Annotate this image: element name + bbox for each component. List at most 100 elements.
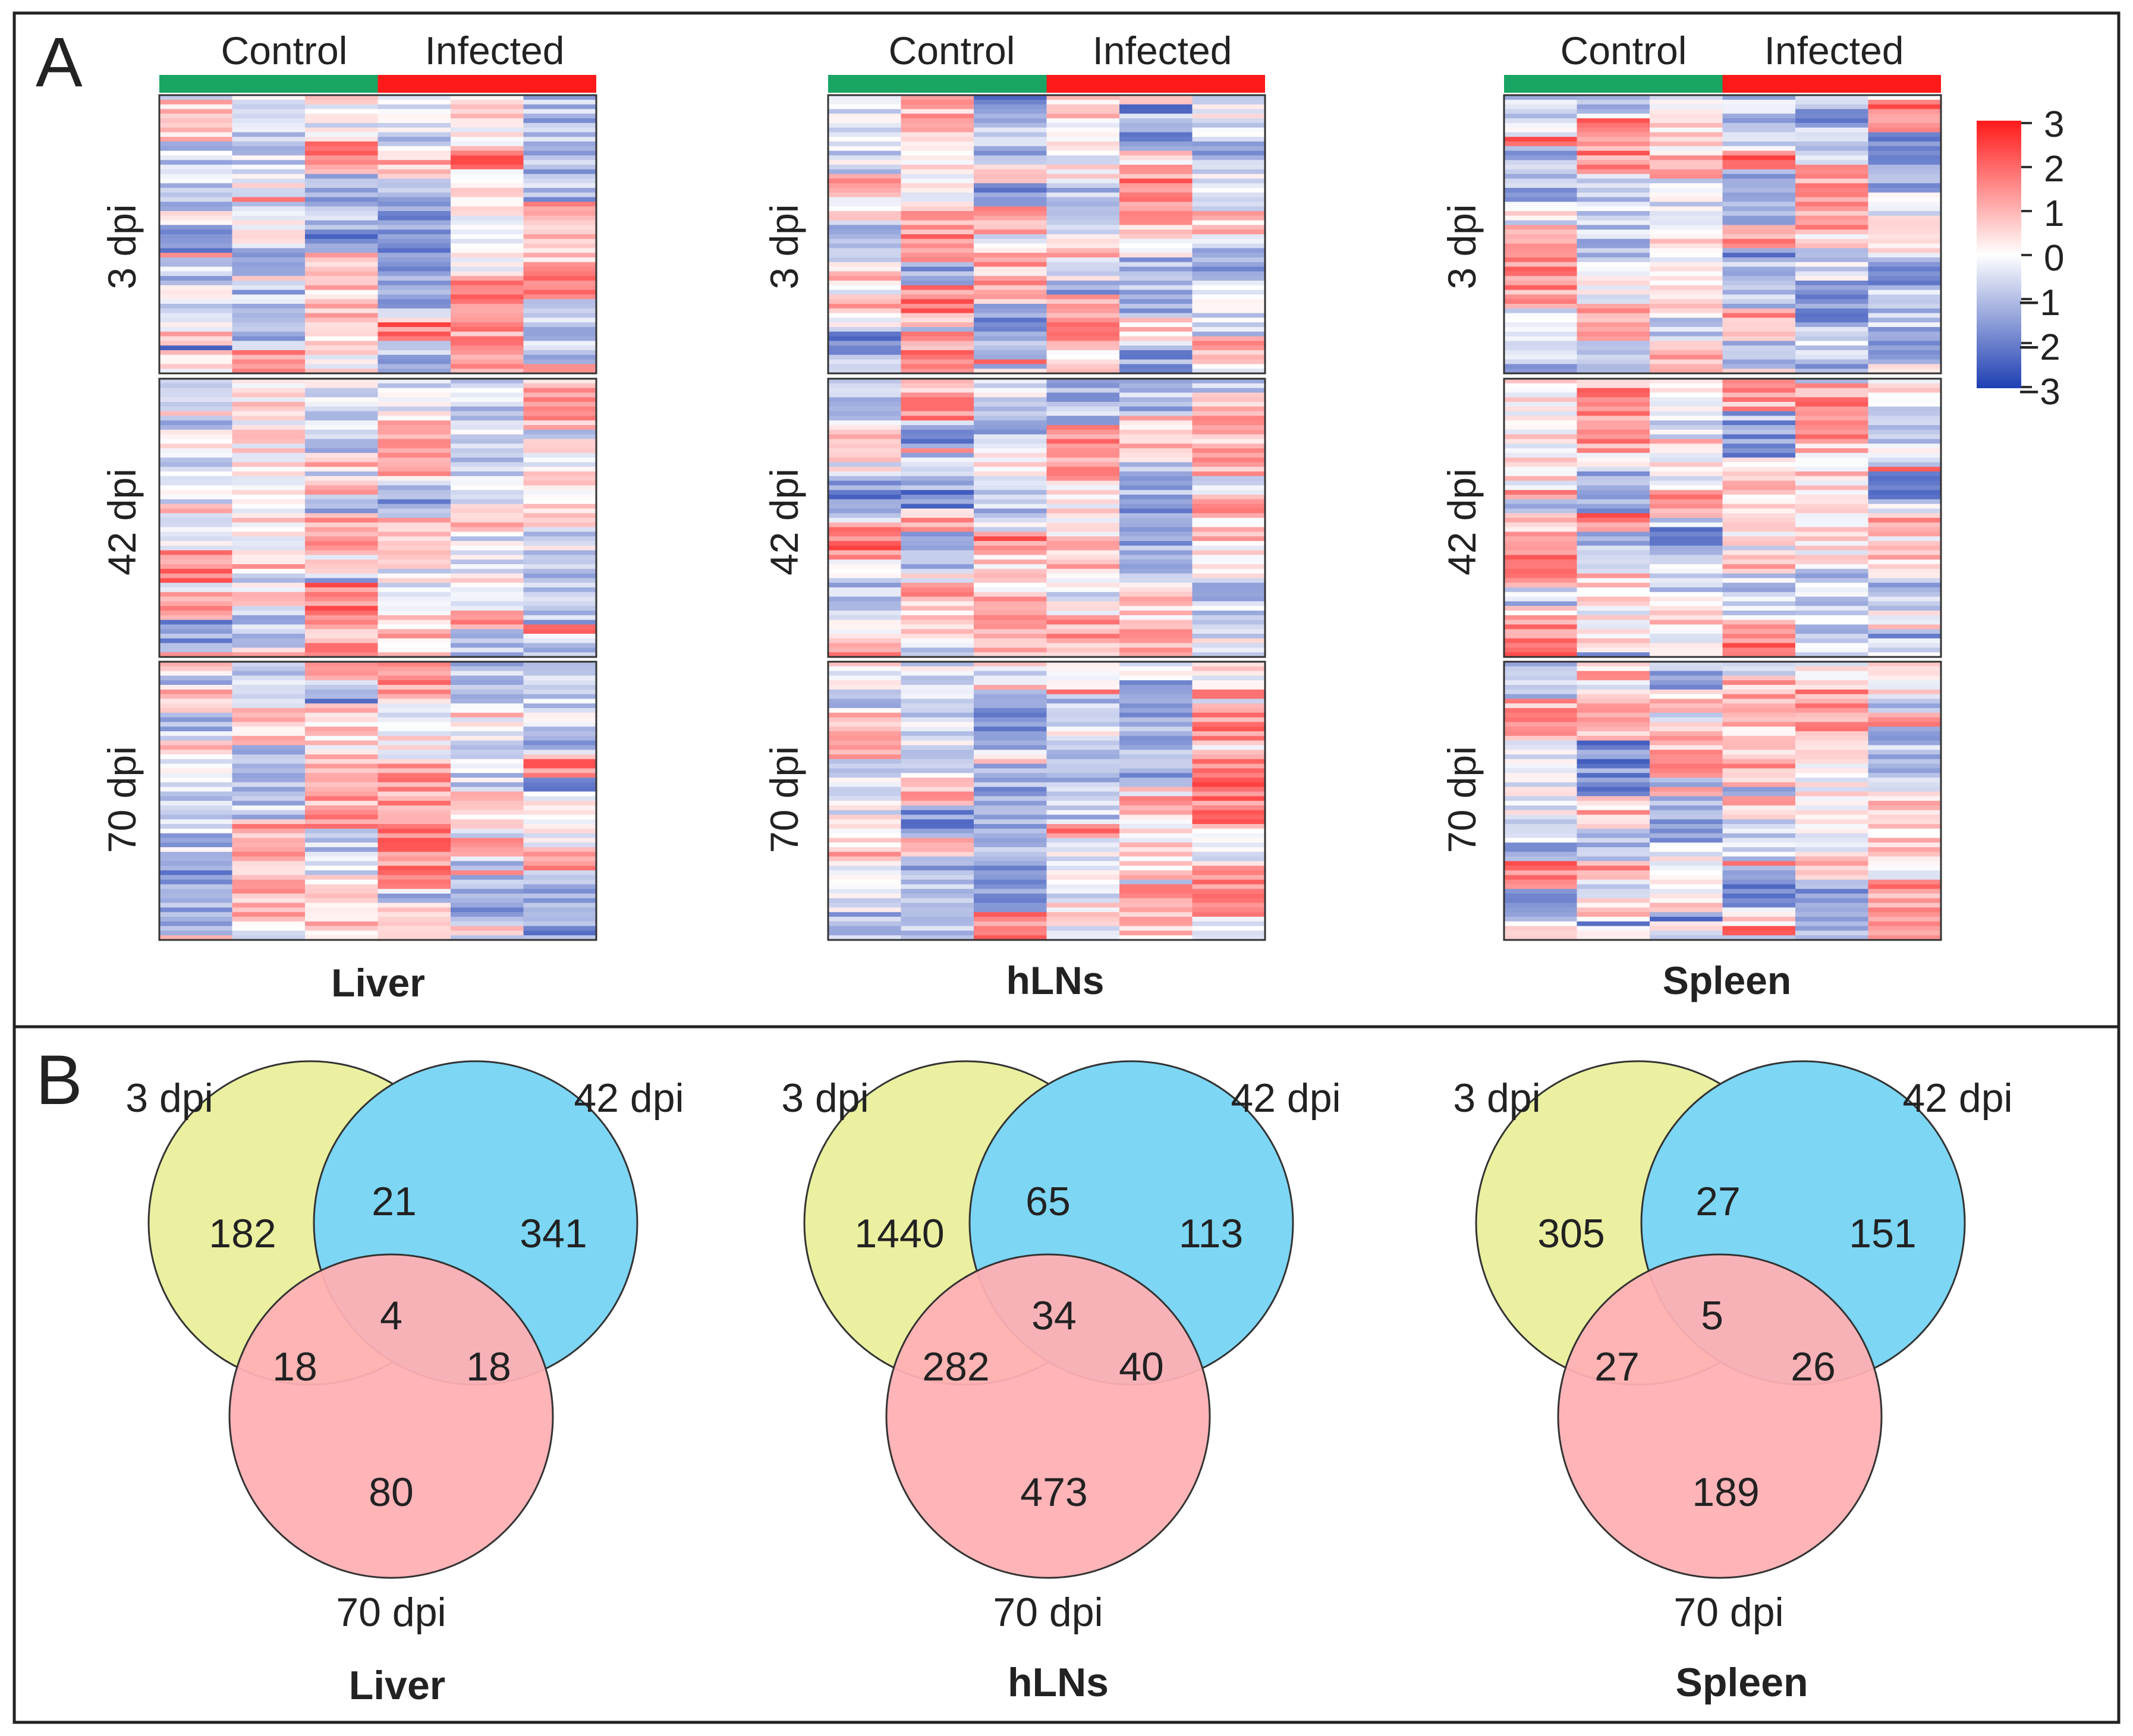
heatmap-cell <box>451 354 524 360</box>
heatmap-cell <box>305 787 379 792</box>
heatmap-cell <box>1119 712 1193 718</box>
heatmap-cell <box>974 350 1047 356</box>
heatmap-cell <box>1119 379 1193 384</box>
heatmap-cell <box>974 930 1047 936</box>
heatmap-cell <box>828 606 902 611</box>
heatmap-cell <box>523 731 597 737</box>
heatmap-cell <box>1577 712 1650 718</box>
heatmap-cell <box>1650 266 1723 272</box>
heatmap-cell <box>232 763 306 769</box>
heatmap-cell <box>523 810 597 815</box>
heatmap-cell <box>974 828 1047 834</box>
heatmap-cell <box>377 114 451 119</box>
heatmap-cell <box>1577 253 1650 258</box>
heatmap-cell <box>523 197 597 202</box>
heatmap-cell <box>1046 406 1120 412</box>
heatmap-cell <box>1119 434 1193 439</box>
heatmap-cell <box>974 568 1047 574</box>
heatmap-cell <box>1119 583 1193 588</box>
heatmap-cell <box>901 174 974 179</box>
heatmap-block <box>158 94 597 375</box>
heatmap-cell <box>377 476 451 482</box>
heatmap-cell <box>451 680 524 685</box>
heatmap-cell <box>305 411 379 416</box>
heatmap-cell <box>1722 141 1796 147</box>
heatmap-cell <box>451 578 524 583</box>
heatmap-cell <box>523 787 597 792</box>
heatmap-cell <box>1046 174 1120 179</box>
heatmap-cell <box>1119 359 1193 364</box>
heatmap-cell <box>232 192 306 198</box>
heatmap-cell <box>828 712 902 718</box>
heatmap-cell <box>523 643 597 648</box>
heatmap-cell <box>901 722 974 727</box>
heatmap-cell <box>1119 796 1193 801</box>
heatmap-cell <box>451 490 524 495</box>
heatmap-cell <box>451 313 524 318</box>
heatmap-cell <box>377 583 451 588</box>
heatmap-cell <box>1722 568 1796 574</box>
heatmap-cell <box>1722 735 1796 741</box>
heatmap-cell <box>1504 345 1578 351</box>
heatmap-cell <box>1046 313 1120 318</box>
heatmap-cell <box>828 856 902 861</box>
heatmap-cell <box>1577 652 1650 658</box>
heatmap-cell <box>232 568 306 574</box>
heatmap-cell <box>1504 137 1578 142</box>
heatmap-cell <box>1650 206 1723 212</box>
heatmap-cell <box>1192 137 1266 142</box>
heatmap-cell <box>377 634 451 639</box>
heatmap-cell <box>1868 568 1942 574</box>
heatmap-cell <box>1504 127 1578 133</box>
heatmap-cell <box>1650 457 1723 463</box>
heatmap-cell <box>1046 842 1120 848</box>
heatmap-cell <box>974 383 1047 389</box>
heatmap-cell <box>1868 875 1942 880</box>
heatmap-cell <box>1577 851 1650 857</box>
heatmap-cell <box>1722 434 1796 439</box>
heatmap-cell <box>828 262 902 268</box>
venn-set-label: 3 dpi <box>781 1075 869 1121</box>
heatmap-cell <box>1577 861 1650 866</box>
heatmap-cell <box>828 504 902 509</box>
heatmap-cell <box>974 109 1047 114</box>
heatmap-cell <box>1046 225 1120 230</box>
heatmap-cell <box>451 611 524 616</box>
heatmap-cell <box>974 308 1047 314</box>
heatmap-cell <box>1868 801 1942 806</box>
heatmap-cell <box>1795 341 1869 346</box>
heatmap-cell <box>523 434 597 439</box>
heatmap-cell <box>828 926 902 931</box>
heatmap-cell <box>523 257 597 263</box>
heatmap-cell <box>1650 879 1723 885</box>
heatmap-cell <box>828 615 902 621</box>
heatmap-cell <box>451 568 524 574</box>
heatmap-cell <box>828 490 902 495</box>
venn-tissue-label: hLNs <box>1008 1660 1109 1705</box>
heatmap-cell <box>1577 578 1650 583</box>
heatmap-cell <box>1650 416 1723 421</box>
heatmap-cell <box>974 271 1047 276</box>
heatmap-cell <box>974 448 1047 454</box>
heatmap-cell <box>1192 634 1266 639</box>
heatmap-cell <box>1868 354 1942 360</box>
panel-a-letter: A <box>36 23 83 102</box>
heatmap-cell <box>523 225 597 230</box>
heatmap-cell <box>451 471 524 477</box>
heatmap-cell <box>523 601 597 606</box>
heatmap-cell <box>159 336 233 341</box>
heatmap-cell <box>1722 689 1796 695</box>
heatmap-cell <box>1046 875 1120 880</box>
heatmap-cell <box>828 160 902 165</box>
heatmap-cell <box>1722 824 1796 829</box>
heatmap-cell <box>523 327 597 332</box>
heatmap-cell <box>523 192 597 198</box>
heatmap-cell <box>1119 564 1193 570</box>
heatmap-cell <box>232 838 306 843</box>
heatmap-cell <box>1722 369 1796 374</box>
heatmap-cell <box>1795 536 1869 542</box>
heatmap-cell <box>232 796 306 801</box>
heatmap-cell <box>451 555 524 560</box>
heatmap-cell <box>1868 518 1942 523</box>
heatmap-cell <box>1868 160 1942 165</box>
